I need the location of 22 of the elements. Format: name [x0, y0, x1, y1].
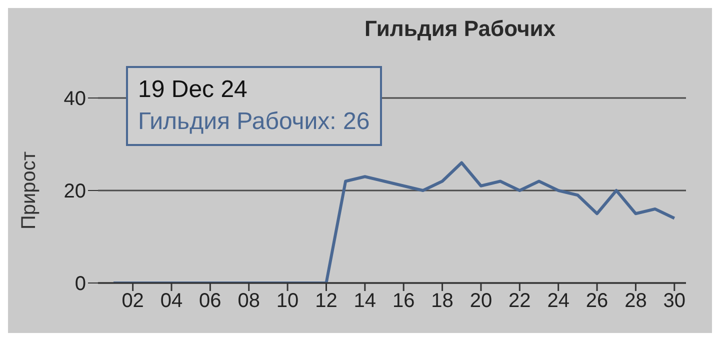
x-tick-label: 26	[586, 290, 608, 312]
y-tick-label: 40	[64, 88, 86, 110]
x-tick-label: 22	[508, 290, 531, 312]
chart-title: Гильдия Рабочих	[363, 16, 557, 42]
y-tick-label: 0	[74, 273, 86, 296]
x-tick-label: 12	[315, 290, 338, 312]
x-tick-label: 18	[431, 290, 454, 312]
x-tick-label: 02	[122, 290, 144, 312]
x-tick-label: 14	[354, 290, 376, 312]
x-tick-label: 06	[199, 290, 222, 312]
x-tick-label: 24	[547, 290, 570, 312]
x-tick-label: 28	[624, 290, 647, 312]
annotation: 19 Dec 24	[138, 75, 248, 105]
y-tick-label: 20	[64, 180, 86, 203]
x-tick-label: 30	[663, 290, 686, 312]
x-tick-label: 08	[238, 290, 260, 312]
annotation: Гильдия Рабочих: 26	[138, 107, 370, 137]
x-tick-label: 10	[276, 290, 299, 312]
x-tick-label: 04	[160, 290, 183, 312]
x-tick-label: 16	[392, 290, 415, 312]
x-tick-label: 20	[470, 290, 492, 312]
y-axis-title: Прирост	[18, 151, 40, 230]
